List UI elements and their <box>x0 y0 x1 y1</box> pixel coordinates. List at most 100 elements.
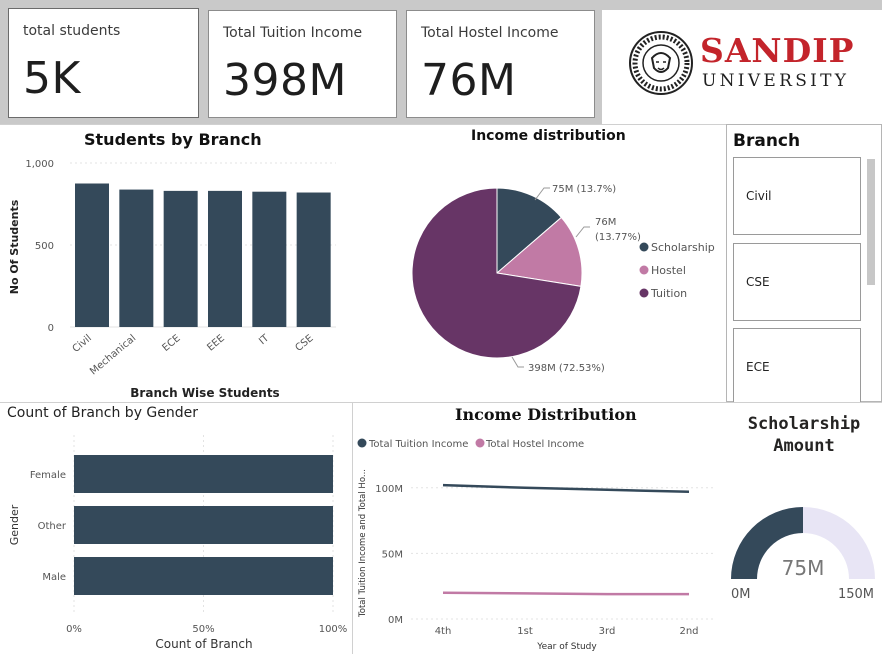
lion-seal-icon <box>629 31 693 95</box>
logo-band <box>602 0 882 10</box>
slice-label: 398M (72.53%) <box>528 363 605 374</box>
kpi-label: Total Hostel Income <box>421 25 559 41</box>
leader-line <box>534 187 550 201</box>
slicer-item-label: Civil <box>746 189 772 203</box>
income-pie-chart: 75M (13.7%) 76M (13.77%) 398M (72.53%) Schol… <box>411 184 715 374</box>
slicer-title: Branch <box>733 131 801 151</box>
x-tick-label: IT <box>257 332 272 347</box>
x-tick-label: Civil <box>71 333 94 355</box>
y-tick-label: 500 <box>35 241 54 252</box>
scholarship-gauge-panel[interactable]: Scholarship Amount 75M 0M 150M <box>726 402 882 654</box>
legend-label: Total Tuition Income <box>368 439 468 450</box>
x-tick-label: 4th <box>435 626 452 637</box>
bar <box>296 192 331 327</box>
bar <box>74 455 333 493</box>
logo-subtitle: UNIVERSITY <box>702 71 850 91</box>
y-axis-title: Total Tuition Income and Total Ho... <box>358 469 368 618</box>
x-tick-label: 3rd <box>599 626 616 637</box>
chart-title: Income Distribution <box>455 405 637 424</box>
bar <box>252 191 287 327</box>
income-line-panel[interactable]: Income Distribution 100M 50M 0M 4th 1st 3rd 2n… <box>352 402 726 654</box>
kpi-value: 5K <box>23 53 81 104</box>
x-tick-label: 1st <box>517 626 533 637</box>
y-tick-label: 0 <box>48 323 54 334</box>
x-tick-label: 2nd <box>679 626 698 637</box>
x-axis-title: Count of Branch <box>155 637 252 651</box>
x-tick-label: 0% <box>66 624 82 635</box>
legend-marker <box>475 438 485 448</box>
chart-title: Income distribution <box>471 128 626 144</box>
gauge-title-line2: Amount <box>773 436 835 456</box>
pie-slice <box>495 216 583 287</box>
kpi-value: 398M <box>223 55 347 106</box>
y-tick-label: 50M <box>382 549 403 560</box>
gauge-value-label: 75M <box>782 556 825 580</box>
kpi-hostel-income[interactable]: Total Hostel Income 76M <box>406 10 595 118</box>
leader-line <box>511 356 524 368</box>
branch-slicer[interactable]: Branch Civil CSE ECE <box>726 124 882 406</box>
students-by-branch-panel[interactable]: Students by Branch 1,000 500 0 Civil Mechani… <box>0 124 352 402</box>
bar <box>163 190 198 327</box>
y-tick-label: 100M <box>375 484 403 495</box>
series-line <box>442 591 689 596</box>
gender-chart-panel[interactable]: Count of Branch by Gender 0% 50% 100% Femal… <box>0 402 352 654</box>
y-axis-title: Gender <box>8 504 21 545</box>
legend-label: Hostel <box>651 264 686 277</box>
series-line <box>442 483 690 493</box>
kpi-label: Total Tuition Income <box>223 25 363 41</box>
slicer-scrollbar[interactable] <box>867 159 875 285</box>
slice-label: 75M (13.7%) <box>552 184 616 195</box>
logo-name: SANDIP <box>700 31 855 70</box>
x-tick-label: 100% <box>319 624 348 635</box>
legend-label: Scholarship <box>651 241 715 254</box>
x-tick-label: Mechanical <box>88 333 138 378</box>
y-tick-label: 1,000 <box>25 159 54 170</box>
bar <box>119 189 154 327</box>
legend-marker <box>639 265 649 275</box>
slice-label: 76M <box>595 217 616 228</box>
slice-label: (13.77%) <box>595 232 641 243</box>
x-axis-title: Branch Wise Students <box>130 386 279 400</box>
gauge-max-label: 150M <box>838 587 874 602</box>
pie-slice <box>496 187 563 275</box>
scholarship-gauge: 75M 0M 150M <box>731 507 875 602</box>
slicer-item-cse[interactable]: CSE <box>733 243 861 321</box>
gauge-fill <box>731 507 803 579</box>
pie-slice <box>411 187 582 359</box>
x-tick-label: CSE <box>293 333 315 354</box>
x-axis-title: Year of Study <box>536 642 597 652</box>
slicer-item-ece[interactable]: ECE <box>733 328 861 406</box>
bar <box>75 183 109 327</box>
y-tick-label: 0M <box>388 615 403 626</box>
slicer-item-label: ECE <box>746 360 770 374</box>
kpi-label: total students <box>23 23 121 39</box>
legend-marker <box>639 288 649 298</box>
chart-title: Count of Branch by Gender <box>7 405 199 421</box>
legend-label: Total Hostel Income <box>485 439 584 450</box>
x-tick-label: ECE <box>160 333 182 354</box>
university-logo: SANDIP UNIVERSITY <box>620 29 870 97</box>
slicer-item-civil[interactable]: Civil <box>733 157 861 235</box>
y-axis-title: No Of Students <box>8 199 21 294</box>
bar <box>74 557 333 595</box>
legend-label: Tuition <box>650 287 687 300</box>
y-tick-label: Other <box>38 521 67 532</box>
x-tick-label: 50% <box>192 624 214 635</box>
gender-bar-chart: 0% 50% 100% Female Other Male Count of Branch G… <box>8 435 348 651</box>
x-tick-label: EEE <box>205 333 227 354</box>
kpi-value: 76M <box>421 55 517 106</box>
leader-line <box>575 226 590 238</box>
kpi-tuition-income[interactable]: Total Tuition Income 398M <box>208 10 397 118</box>
legend-marker <box>357 438 367 448</box>
gauge-min-label: 0M <box>731 587 751 602</box>
bar <box>208 190 242 327</box>
y-tick-label: Female <box>30 470 66 481</box>
income-line-chart: 100M 50M 0M 4th 1st 3rd 2nd Total Tuition Incom… <box>357 438 713 652</box>
income-pie-panel[interactable]: Income distribution 75M (13.7%) 76M (13.77… <box>352 124 726 402</box>
bar <box>74 506 333 544</box>
y-tick-label: Male <box>42 572 66 583</box>
slicer-item-label: CSE <box>746 275 770 289</box>
kpi-total-students[interactable]: total students 5K <box>8 8 199 118</box>
